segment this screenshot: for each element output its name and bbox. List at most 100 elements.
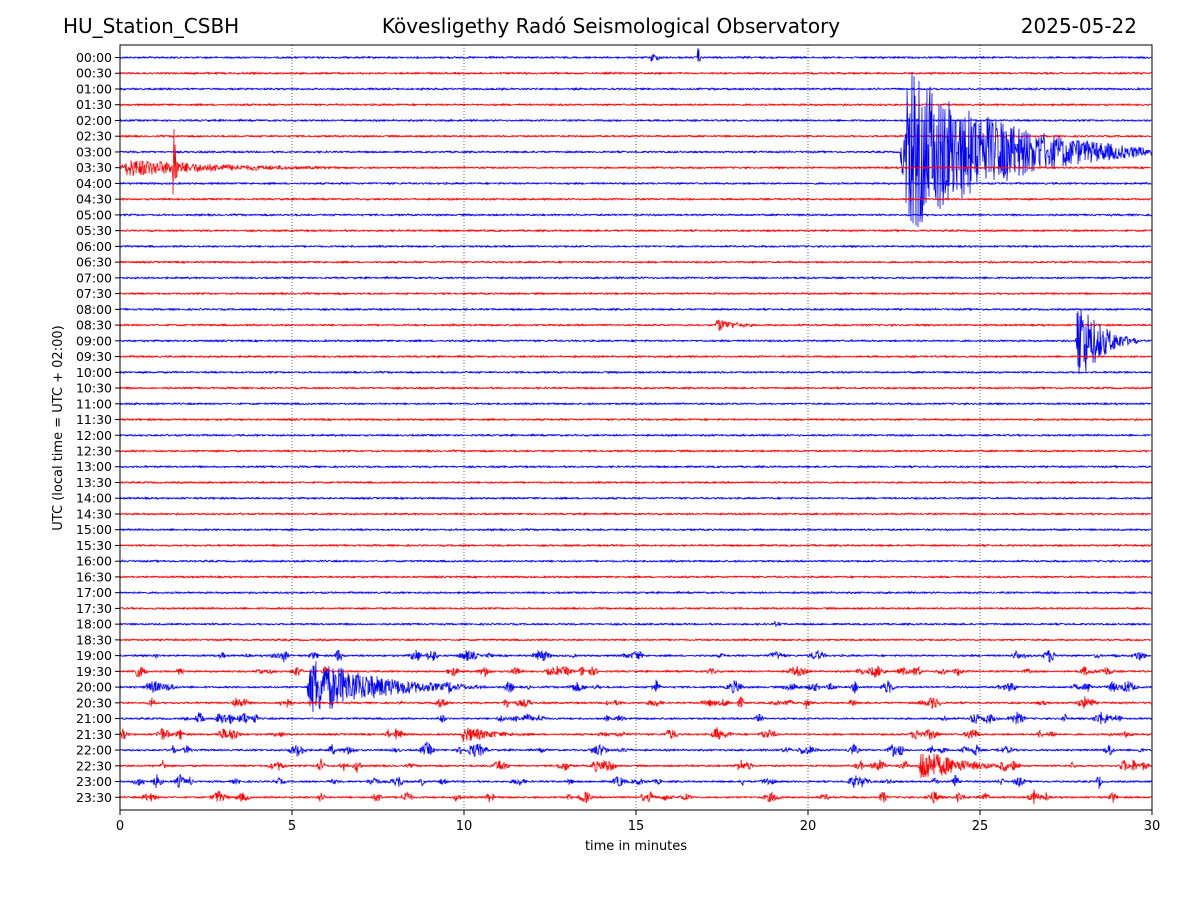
trace-0930: [119, 354, 1152, 359]
y-tick-label: 10:30: [76, 381, 112, 396]
x-tick-label: 15: [628, 819, 645, 834]
trace-2300: [119, 774, 1152, 789]
trace-0530: [119, 228, 1152, 233]
y-tick-label: 05:00: [76, 207, 112, 222]
y-tick-label: 19:00: [76, 648, 112, 663]
y-tick-label: 22:00: [76, 743, 112, 758]
trace-0200: [119, 118, 1152, 123]
trace-2330: [119, 789, 1152, 805]
y-tick-label: 16:00: [76, 554, 112, 569]
trace-2030: [119, 695, 1152, 710]
trace-0630: [119, 259, 1152, 265]
trace-1630: [119, 574, 1152, 580]
y-tick-label: 13:30: [76, 475, 112, 490]
y-tick-label: 22:30: [76, 758, 112, 773]
y-tick-label: 13:00: [76, 459, 112, 474]
chart-date: 2025-05-22: [1020, 14, 1137, 38]
y-tick-label: 16:30: [76, 569, 112, 584]
y-tick-label: 09:30: [76, 349, 112, 364]
trace-1900: [119, 649, 1152, 663]
trace-1230: [119, 448, 1152, 454]
trace-1730: [119, 606, 1152, 611]
y-tick-label: 23:00: [76, 774, 112, 789]
y-tick-label: 09:00: [76, 333, 112, 348]
y-tick-label: 17:00: [76, 585, 112, 600]
y-tick-label: 17:30: [76, 601, 112, 616]
y-tick-label: 10:00: [76, 365, 112, 380]
y-tick-label: 15:30: [76, 538, 112, 553]
y-tick-label: 03:30: [76, 160, 112, 175]
y-tick-label: 06:00: [76, 239, 112, 254]
y-tick-label: 07:30: [76, 286, 112, 301]
trace-1930: [119, 665, 1152, 678]
y-tick-label: 02:30: [76, 129, 112, 144]
trace-0430: [119, 197, 1152, 202]
y-tick-label: 01:00: [76, 81, 112, 96]
trace-1400: [119, 496, 1152, 501]
trace-1830: [119, 637, 1152, 643]
x-axis-label: time in minutes: [585, 839, 687, 854]
y-tick-label: 11:30: [76, 412, 112, 427]
trace-0030: [119, 71, 1152, 76]
x-tick-label: 20: [800, 819, 817, 834]
y-tick-label: 07:00: [76, 270, 112, 285]
trace-1330: [119, 480, 1152, 485]
y-axis-label: UTC (local time = UTC + 02:00): [51, 325, 66, 530]
y-tick-label: 04:30: [76, 192, 112, 207]
trace-0800: [119, 307, 1152, 312]
trace-1130: [120, 417, 1152, 422]
x-tick-label: 25: [972, 819, 989, 834]
trace-0830: [119, 319, 1152, 331]
trace-0730: [119, 291, 1152, 296]
x-axis: 0 5 10 15 20 25 30: [116, 810, 1160, 834]
trace-0400: [119, 181, 1152, 186]
y-tick-label: 20:30: [76, 695, 112, 710]
y-tick-label: 18:30: [76, 632, 112, 647]
y-tick-label: 03:00: [76, 144, 112, 159]
trace-0130: [119, 102, 1152, 107]
y-tick-label: 11:00: [76, 396, 112, 411]
y-tick-label: 21:00: [76, 711, 112, 726]
grid-layer: [291, 45, 981, 810]
y-axis: 00:0000:3001:0001:3002:0002:3003:0003:30…: [76, 50, 120, 805]
chart-title: Kövesligethy Radó Seismological Observat…: [381, 14, 841, 38]
trace-2130: [119, 727, 1152, 743]
y-tick-label: 08:30: [76, 318, 112, 333]
trace-0000: [119, 48, 1152, 63]
y-tick-label: 06:30: [76, 255, 112, 270]
trace-0100: [119, 86, 1152, 92]
y-tick-label: 19:30: [76, 664, 112, 679]
trace-0900: [119, 309, 1152, 375]
y-tick-label: 14:00: [76, 491, 112, 506]
trace-0500: [119, 212, 1152, 218]
y-tick-label: 05:30: [76, 223, 112, 238]
trace-2100: [119, 711, 1152, 725]
y-tick-label: 04:00: [76, 176, 112, 191]
trace-1300: [119, 464, 1152, 469]
x-tick-label: 30: [1144, 819, 1161, 834]
y-tick-label: 08:00: [76, 302, 112, 317]
y-tick-label: 12:00: [76, 428, 112, 443]
y-tick-label: 01:30: [76, 97, 112, 112]
trace-0300: [119, 72, 1152, 228]
station-name: HU_Station_CSBH: [63, 14, 240, 38]
trace-1800: [119, 620, 1152, 627]
trace-1030: [119, 385, 1152, 391]
trace-0600: [119, 244, 1152, 249]
y-tick-label: 00:00: [76, 50, 112, 65]
trace-1100: [119, 401, 1152, 406]
x-tick-label: 0: [116, 819, 124, 834]
trace-1200: [119, 433, 1152, 438]
trace-layer: [119, 48, 1152, 805]
trace-2000: [119, 661, 1152, 713]
trace-0230: [119, 134, 1152, 139]
x-tick-label: 10: [456, 819, 473, 834]
y-tick-label: 23:30: [76, 790, 112, 805]
trace-2230: [119, 753, 1152, 779]
trace-1000: [119, 370, 1152, 375]
trace-0330: [119, 129, 1152, 195]
y-tick-label: 21:30: [76, 727, 112, 742]
trace-0700: [119, 275, 1152, 280]
trace-1600: [119, 559, 1152, 564]
